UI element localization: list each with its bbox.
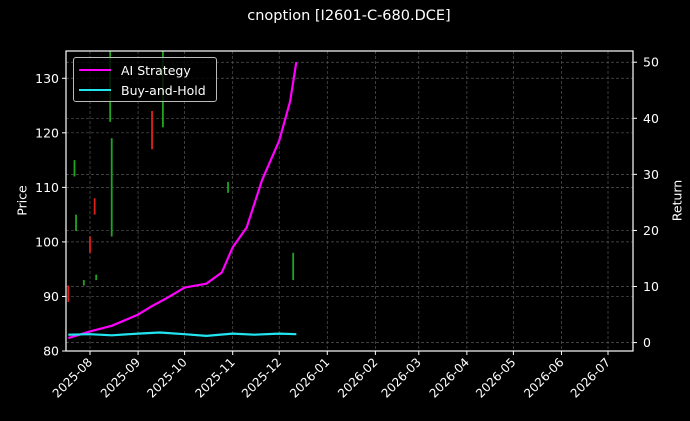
y-right-tick-label: 20 (643, 223, 659, 238)
legend-swatch-ai-strategy (79, 68, 111, 72)
legend: AI Strategy Buy-and-Hold (73, 57, 217, 102)
x-tick-label: 2026-02 (335, 355, 380, 400)
left-axis-ticks: 80 90 100 110 120 130 (35, 71, 66, 359)
x-axis-ticks: 2025-08 2025-09 2025-10 2025-11 2025-12 2026-… (50, 351, 613, 401)
plot-frame (65, 50, 634, 352)
x-tick-label: 2025-09 (98, 355, 143, 400)
y-left-tick-label: 130 (35, 71, 59, 86)
y-right-tick-label: 0 (643, 335, 651, 350)
x-tick-label: 2026-05 (473, 355, 518, 400)
x-tick-label: 2025-11 (192, 355, 237, 400)
y-left-tick-label: 120 (35, 125, 59, 140)
x-tick-label: 2026-04 (427, 355, 472, 400)
y-left-tick-label: 100 (35, 234, 59, 249)
y-axis-left-label: Price (14, 185, 30, 216)
legend-item-buy-and-hold: Buy-and-Hold (79, 81, 206, 99)
x-tick-label: 2025-10 (144, 355, 189, 400)
x-tick-label: 2026-06 (521, 355, 566, 400)
x-tick-label: 2026-03 (379, 355, 424, 400)
x-tick-label: 2025-12 (239, 355, 284, 400)
x-tick-label: 2025-08 (50, 355, 95, 400)
y-right-tick-label: 40 (643, 111, 659, 126)
right-axis-ticks: 0 10 20 30 40 50 (633, 55, 659, 350)
y-left-tick-label: 90 (43, 289, 59, 304)
chart-title: cnoption [I2601-C-680.DCE] (247, 8, 451, 24)
legend-item-ai-strategy: AI Strategy (79, 61, 191, 79)
y-right-tick-label: 30 (643, 167, 659, 182)
y-left-tick-label: 110 (35, 180, 59, 195)
legend-swatch-buy-and-hold (79, 88, 111, 92)
y-left-tick-label: 80 (43, 344, 59, 359)
y-right-tick-label: 50 (643, 55, 659, 70)
series-line (68, 331, 297, 337)
y-axis-right-label: Return (669, 179, 685, 222)
y-right-tick-label: 10 (643, 279, 659, 294)
x-tick-label: 2026-01 (287, 355, 332, 400)
legend-label: AI Strategy (121, 62, 191, 78)
legend-label: Buy-and-Hold (121, 82, 206, 98)
x-tick-label: 2026-07 (568, 355, 613, 400)
series-line (67, 62, 298, 340)
return-series (67, 62, 298, 340)
